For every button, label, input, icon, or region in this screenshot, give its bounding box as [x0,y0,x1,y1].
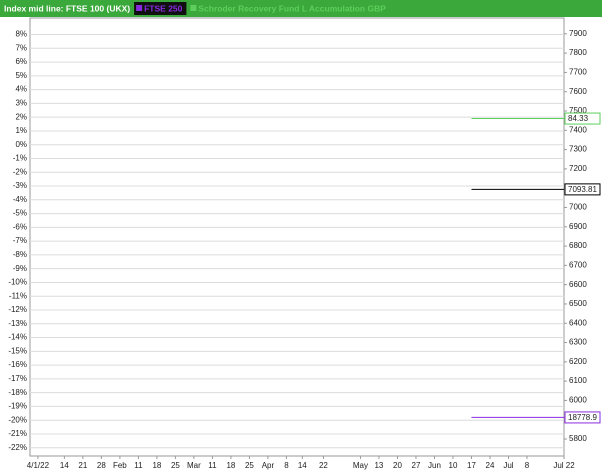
y-tick-label: -6% [13,222,27,231]
y-tick-label: 3% [15,99,27,108]
y2-tick-label: 7700 [569,68,587,77]
y2-tick-label: 5800 [569,434,587,443]
y2-tick-label: 7800 [569,48,587,57]
y-tick-label: -9% [13,264,27,273]
x-tick-label: Jul [503,461,513,470]
x-tick-label: 20 [393,461,402,470]
y-tick-label: -19% [8,402,27,411]
x-tick-label: 18 [152,461,161,470]
x-tick-label: Feb [113,461,127,470]
end-label-box [564,411,601,424]
x-tick-label: 17 [467,461,476,470]
y-tick-label: 1% [15,126,27,135]
x-tick-label: 14 [298,461,307,470]
end-label-box [564,183,601,196]
legend-swatch [190,5,197,11]
x-tick-label: 8 [525,461,530,470]
x-tick-label: 18 [226,461,235,470]
x-tick-label: 4/1/22 [27,461,50,470]
x-tick-label: 11 [208,461,217,470]
x-tick-label: Mar [187,461,201,470]
x-tick-label: 27 [412,461,421,470]
y2-tick-label: 6100 [569,376,587,385]
y-tick-label: 2% [15,112,27,121]
x-tick-label: 28 [97,461,106,470]
y-tick-label: -1% [13,154,27,163]
y-tick-label: -8% [13,250,27,259]
y-tick-label: -15% [8,346,27,355]
x-tick-label: Apr [262,461,275,470]
plot-area [29,17,565,457]
end-label-box [564,112,601,125]
x-tick-label: 24 [486,461,495,470]
y-tick-label: -5% [13,209,27,218]
y-tick-label: -4% [13,195,27,204]
y-tick-label: 8% [15,30,27,39]
x-tick-label: May [353,461,368,470]
x-tick-label: 25 [245,461,254,470]
legend-label: Schroder Recovery Fund L Accumulation GB… [198,3,386,13]
y2-tick-label: 6000 [569,396,587,405]
y-tick-label: -2% [13,167,27,176]
y-tick-label: -10% [8,278,27,287]
x-tick-label: 14 [60,461,69,470]
x-tick-label: 25 [171,461,180,470]
y2-tick-label: 6300 [569,338,587,347]
y-tick-label: -20% [8,415,27,424]
x-tick-label: 22 [319,461,328,470]
y-tick-label: -11% [9,291,27,300]
y-tick-label: -7% [13,236,27,245]
end-label: 18778.9 [568,413,597,422]
y2-tick-label: 7900 [569,29,587,38]
y-tick-label: -17% [8,374,27,383]
y-tick-label: -18% [8,388,27,397]
y2-tick-label: 6600 [569,280,587,289]
y-tick-label: -21% [8,429,27,438]
y2-tick-label: 7300 [569,145,587,154]
y2-tick-label: 6400 [569,318,587,327]
y-tick-label: 7% [15,43,27,52]
legend-label: FTSE 250 [144,3,183,13]
chart-title: Index mid line: FTSE 100 (UKX) [4,3,130,13]
legend-swatch [136,5,143,11]
y-tick-label: 0% [15,140,27,149]
y2-tick-label: 6700 [569,260,587,269]
y2-tick-label: 7500 [569,106,587,115]
y-tick-label: 4% [15,85,27,94]
y-tick-label: -13% [8,319,27,328]
end-label: 7093.81 [568,185,597,194]
y2-tick-label: 6900 [569,222,587,231]
y-tick-label: -3% [13,181,27,190]
end-label: 84.33 [568,114,589,123]
x-tick-label: 10 [449,461,458,470]
legend-bg [134,2,187,15]
y-tick-label: 6% [15,57,27,66]
y-tick-label: -14% [8,333,27,342]
x-tick-label: 11 [134,461,143,470]
y2-tick-label: 7200 [569,164,587,173]
x-tick-label: Jul 22 [553,461,575,470]
y-tick-label: -12% [8,305,27,314]
y2-tick-label: 7400 [569,125,587,134]
y2-tick-label: 6500 [569,299,587,308]
y2-tick-label: 6800 [569,241,587,250]
x-tick-label: 8 [284,461,289,470]
x-tick-label: 13 [374,461,383,470]
y-tick-label: -16% [8,360,27,369]
x-tick-label: Jun [428,461,441,470]
y2-tick-label: 7000 [569,203,587,212]
y-tick-label: 5% [15,71,27,80]
y-tick-label: -22% [8,443,27,452]
y2-tick-label: 7600 [569,87,587,96]
y2-tick-label: 6200 [569,357,587,366]
x-tick-label: 21 [78,461,87,470]
